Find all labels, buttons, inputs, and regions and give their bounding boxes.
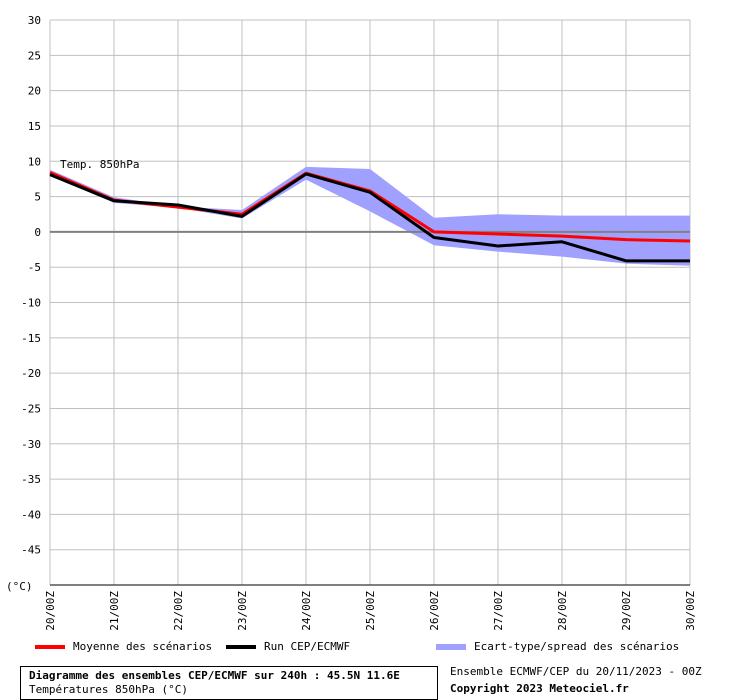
y-tick-label: -40: [21, 508, 41, 521]
run-line: [49, 172, 690, 263]
chart-title-box: Diagramme des ensembles CEP/ECMWF sur 24…: [20, 666, 438, 700]
y-tick-label: 25: [28, 49, 41, 62]
x-tick-label: 24/00Z: [300, 591, 313, 631]
y-tick-label: 15: [28, 120, 41, 133]
chart-annotation: Temp. 850hPa: [60, 158, 139, 171]
x-tick-label: 28/00Z: [556, 591, 569, 631]
legend-label-mean: Moyenne des scénarios: [73, 640, 213, 653]
y-tick-label: 5: [34, 191, 41, 204]
y-tick-label: -25: [21, 402, 41, 415]
y-tick-label: 0: [34, 226, 41, 239]
y-tick-label: -20: [21, 367, 41, 380]
y-tick-label: -10: [21, 297, 41, 310]
y-tick-label: 10: [28, 155, 41, 168]
chart-subtitle: Températures 850hPa (°C): [29, 683, 188, 696]
temperature-chart: 30 25 20 15 10 5 0 -5 -10 -15 -20 -25 -30 -35 -40 -45 2…: [6, 14, 697, 631]
y-unit-label: (°C): [6, 580, 33, 593]
x-tick-label: 20/00Z: [44, 591, 57, 631]
x-tick-label: 23/00Z: [236, 591, 249, 631]
y-tick-label: -15: [21, 332, 41, 345]
x-tick-label: 27/00Z: [492, 591, 505, 631]
chart-grid: [49, 19, 691, 585]
x-tick-label: 21/00Z: [108, 591, 121, 631]
y-tick-label: -30: [21, 438, 41, 451]
x-tick-label: 29/00Z: [620, 591, 633, 631]
y-tick-label: -45: [21, 544, 41, 557]
legend-item-run: Run CEP/ECMWF: [226, 640, 350, 653]
legend-label-spread: Ecart-type/spread des scénarios: [474, 640, 680, 653]
x-tick-label: 22/00Z: [172, 591, 185, 631]
x-tick-label: 30/00Z: [684, 591, 697, 631]
x-tick-label: 26/00Z: [428, 591, 441, 631]
legend-item-spread: Ecart-type/spread des scénarios: [436, 640, 679, 653]
x-tick-label: 25/00Z: [364, 591, 377, 631]
spread-swatch: [436, 643, 466, 650]
copyright: Copyright 2023 Meteociel.fr: [450, 682, 629, 695]
legend-label-run: Run CEP/ECMWF: [264, 640, 351, 653]
y-tick-label: -35: [21, 473, 41, 486]
y-tick-label: -5: [28, 261, 41, 274]
y-tick-label: 20: [28, 85, 41, 98]
legend-item-mean: Moyenne des scénarios: [35, 640, 212, 653]
y-tick-label: 30: [28, 14, 41, 27]
mean-swatch: [35, 644, 65, 649]
run-info-block: Ensemble ECMWF/CEP du 20/11/2023 - 00Z C…: [450, 665, 702, 695]
x-axis-ticks: 20/00Z 21/00Z 22/00Z 23/00Z 24/00Z 25/00Z 26/0…: [44, 591, 697, 631]
run-info: Ensemble ECMWF/CEP du 20/11/2023 - 00Z: [450, 665, 702, 678]
y-axis-ticks: 30 25 20 15 10 5 0 -5 -10 -15 -20 -25 -30 -35 -40 -45: [21, 14, 41, 557]
spread-band: [50, 166, 690, 266]
chart-title: Diagramme des ensembles CEP/ECMWF sur 24…: [29, 669, 400, 682]
run-swatch: [226, 644, 256, 649]
